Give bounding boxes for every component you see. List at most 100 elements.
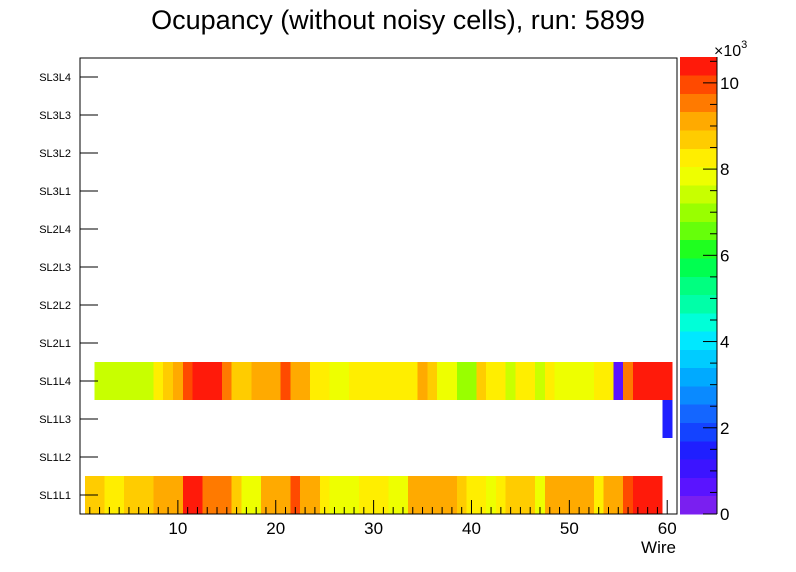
y-tick-label-SL3L4: SL3L4 (39, 72, 71, 84)
cell-SL1L4-wire-40 (466, 362, 477, 400)
color-scale-segment-1 (680, 477, 717, 497)
cell-SL1L1-wire-30 (368, 476, 379, 514)
x-tick-label-30: 30 (364, 519, 383, 538)
color-scale-segment-11 (680, 294, 717, 314)
cell-SL1L4-wire-57 (632, 362, 644, 400)
y-tick-label-SL1L1: SL1L1 (39, 490, 71, 502)
cell-SL1L1-wire-52 (584, 476, 595, 514)
cell-SL1L1-wire-58 (642, 476, 653, 514)
cell-SL1L4-wire-12 (192, 362, 203, 400)
cell-SL1L1-wire-15 (221, 476, 233, 514)
cell-SL1L1-wire-7 (143, 476, 154, 514)
color-scale-segment-12 (680, 276, 717, 296)
cell-SL1L1-wire-38 (447, 476, 458, 514)
cell-SL1L1-wire-44 (505, 476, 516, 514)
cell-SL1L1-wire-55 (613, 476, 624, 514)
cell-SL1L3-wire-60 (662, 400, 673, 438)
color-scale-segment-21 (680, 111, 717, 131)
cell-SL1L4-wire-30 (368, 362, 379, 400)
color-scale-exponent: ×103 (714, 39, 747, 60)
y-tick-label-SL1L2: SL1L2 (39, 452, 71, 464)
color-scale-segment-13 (680, 258, 717, 277)
cell-SL1L4-wire-50 (564, 362, 575, 400)
y-tick-label-SL2L1: SL2L1 (39, 338, 71, 350)
cell-SL1L4-wire-19 (261, 362, 272, 400)
cell-SL1L4-wire-39 (456, 362, 467, 400)
y-tick-label-SL1L3: SL1L3 (39, 414, 71, 426)
cell-SL1L1-wire-59 (652, 476, 663, 514)
cell-SL1L1-wire-32 (388, 476, 399, 514)
cell-SL1L1-wire-27 (339, 476, 350, 514)
cell-SL1L1-wire-22 (290, 476, 301, 514)
cell-SL1L4-wire-60 (662, 362, 673, 400)
cell-SL1L4-wire-51 (574, 362, 585, 400)
color-scale-segment-8 (680, 349, 717, 369)
color-scale-segment-5 (680, 404, 717, 423)
cell-SL1L1-wire-23 (300, 476, 311, 514)
cell-SL1L1-wire-33 (398, 476, 409, 514)
cell-SL1L1-wire-43 (495, 476, 507, 514)
cell-SL1L1-wire-2 (94, 476, 105, 514)
cell-SL1L4-wire-8 (153, 362, 164, 400)
cell-SL1L1-wire-56 (623, 476, 634, 514)
cell-SL1L4-wire-15 (221, 362, 233, 400)
y-tick-label-SL2L2: SL2L2 (39, 300, 71, 312)
cell-SL1L4-wire-3 (104, 362, 115, 400)
color-scale-segment-24 (680, 57, 717, 76)
color-scale-segment-4 (680, 422, 717, 442)
cell-SL1L4-wire-35 (417, 362, 428, 400)
cell-SL1L1-wire-37 (437, 476, 448, 514)
cell-SL1L4-wire-48 (544, 362, 556, 400)
cell-SL1L4-wire-37 (437, 362, 448, 400)
color-scale-segment-20 (680, 130, 717, 149)
cell-SL1L4-wire-54 (603, 362, 614, 400)
cell-SL1L1-wire-5 (124, 476, 135, 514)
cell-SL1L4-wire-6 (133, 362, 145, 400)
cell-SL1L4-wire-29 (358, 362, 370, 400)
cell-SL1L1-wire-3 (104, 476, 115, 514)
cell-SL1L1-wire-21 (280, 476, 291, 514)
plot-frame (79, 57, 678, 515)
cell-SL1L4-wire-53 (593, 362, 604, 400)
cell-SL1L4-wire-58 (642, 362, 653, 400)
cell-SL1L1-wire-17 (241, 476, 252, 514)
color-scale-segment-0 (680, 495, 717, 515)
color-scale-segment-9 (680, 331, 717, 350)
cell-SL1L1-wire-25 (319, 476, 330, 514)
cell-SL1L4-wire-55 (613, 362, 624, 400)
cell-SL1L4-wire-26 (329, 362, 340, 400)
color-scale-segment-6 (680, 386, 717, 405)
cell-SL1L1-wire-35 (417, 476, 428, 514)
cell-SL1L4-wire-25 (319, 362, 330, 400)
cell-SL1L4-wire-36 (427, 362, 438, 400)
y-tick-label-SL3L1: SL3L1 (39, 186, 71, 198)
color-scale-tick-label-0: 0 (720, 505, 729, 524)
cell-SL1L1-wire-42 (486, 476, 497, 514)
x-tick-label-40: 40 (462, 519, 481, 538)
cell-SL1L1-wire-45 (515, 476, 526, 514)
cell-SL1L4-wire-11 (182, 362, 193, 400)
cell-SL1L1-wire-20 (270, 476, 282, 514)
cell-SL1L4-wire-16 (231, 362, 242, 400)
color-scale-segment-10 (680, 312, 717, 332)
cell-SL1L1-wire-53 (593, 476, 604, 514)
color-scale-tick-label-4000: 4 (720, 333, 729, 352)
x-tick-label-50: 50 (560, 519, 579, 538)
cell-SL1L1-wire-40 (466, 476, 477, 514)
color-scale-segment-7 (680, 367, 717, 387)
color-scale-bar (680, 57, 717, 515)
color-scale-segment-18 (680, 166, 717, 186)
cell-SL1L1-wire-39 (456, 476, 467, 514)
color-scale-segment-15 (680, 221, 717, 241)
cell-SL1L1-wire-54 (603, 476, 614, 514)
color-scale-tick-label-6000: 6 (720, 246, 729, 265)
cell-SL1L4-wire-28 (349, 362, 360, 400)
color-scale-tick-label-8000: 8 (720, 160, 729, 179)
x-tick-label-60: 60 (658, 519, 677, 538)
cell-SL1L4-wire-14 (212, 362, 223, 400)
color-scale-segment-16 (680, 203, 717, 222)
cell-SL1L4-wire-52 (584, 362, 595, 400)
cell-SL1L1-wire-46 (525, 476, 536, 514)
cell-SL1L1-wire-51 (574, 476, 585, 514)
